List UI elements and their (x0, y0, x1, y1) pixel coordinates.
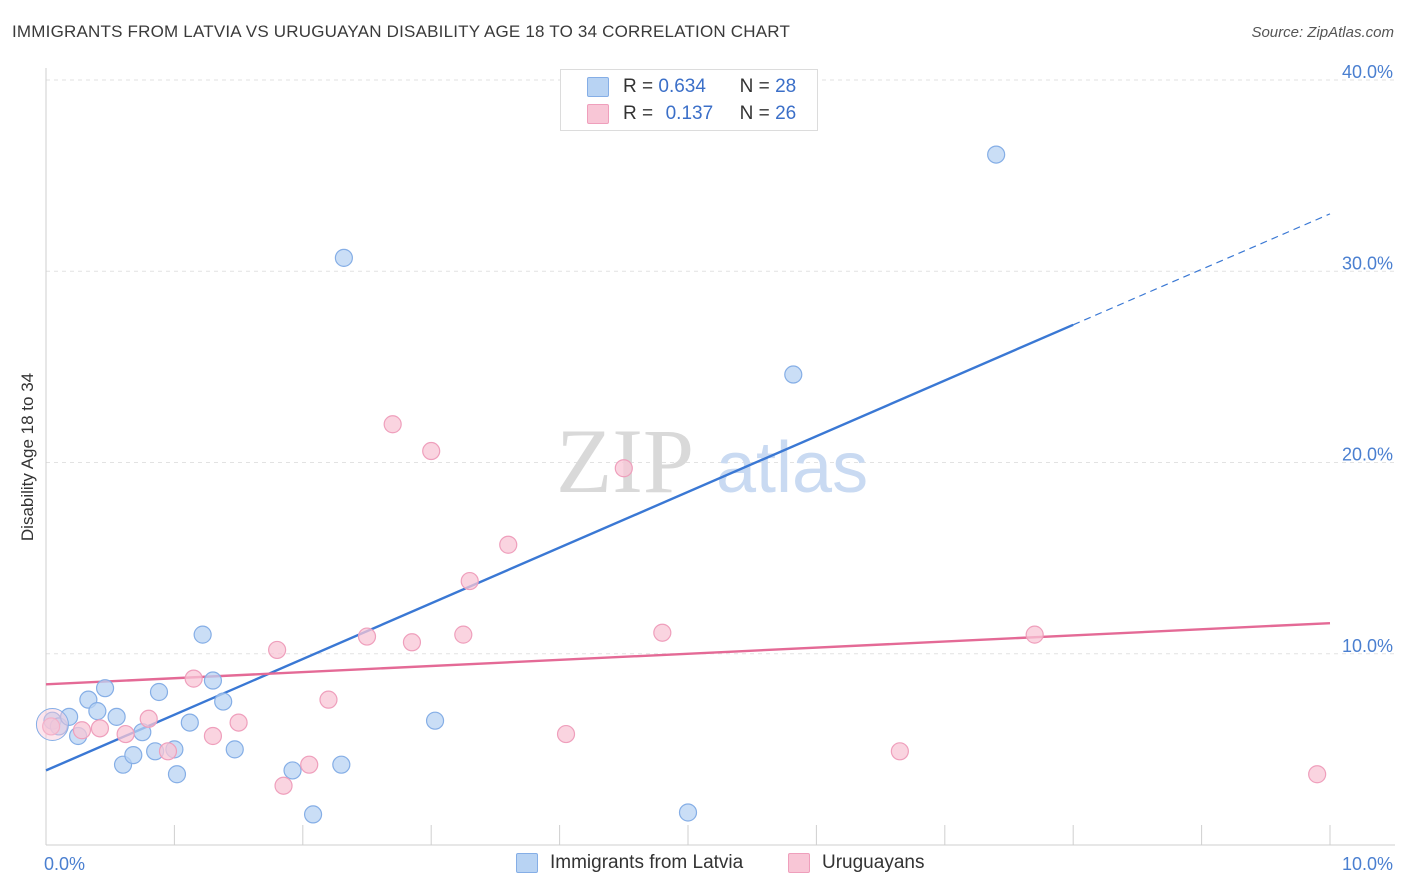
latvia-point (283, 761, 302, 780)
uruguayan-point (556, 724, 576, 744)
uruguayan-point (1308, 765, 1327, 784)
uruguayan-point (139, 709, 158, 728)
bottom-legend-swatch-blue (516, 853, 538, 873)
legend-row-uruguayans: R = 0.137 N = 26 (587, 101, 796, 127)
legend-n-value: 26 (775, 103, 797, 124)
uruguayan-point (116, 724, 135, 744)
uruguayan-point (90, 719, 110, 738)
uruguayan-point (268, 640, 287, 660)
latvia-point (107, 707, 126, 726)
uruguayan-point (499, 535, 518, 554)
legend-n-label: N = (739, 76, 770, 97)
latvia-point (95, 679, 115, 698)
latvia-point (334, 248, 353, 267)
legend-row-latvia: R = 0.634 N = 28 (587, 74, 796, 100)
watermark: ZIP atlas (556, 410, 868, 512)
latvia-point (225, 740, 244, 759)
legend-r-value: 0.137 (665, 103, 714, 124)
uruguayan-point (229, 713, 248, 732)
latvia-point (180, 713, 199, 732)
y-tick-label: 40.0% (1342, 62, 1393, 82)
latvia-point (149, 682, 169, 702)
x-tick-label: 10.0% (1342, 854, 1393, 874)
legend-r-value: 0.634 (658, 76, 706, 97)
latvia-point (214, 692, 233, 711)
uruguayan-point (422, 441, 441, 461)
bottom-legend-label: Immigrants from Latvia (550, 852, 744, 873)
uruguayan-point (653, 623, 672, 642)
y-tick-label: 10.0% (1342, 636, 1393, 656)
uruguayan-point (184, 669, 203, 688)
uruguayan-point (72, 721, 92, 740)
latvia-point (124, 746, 143, 765)
legend-r-label: R = (623, 103, 654, 124)
bottom-legend-swatch-pink (788, 853, 810, 873)
latvia-point (425, 711, 445, 730)
uruguayan-point (614, 459, 633, 478)
uruguayan-point (300, 755, 319, 774)
latvia-point (88, 702, 107, 721)
latvia-point (303, 805, 323, 824)
latvia-point (203, 671, 223, 690)
axis-labels: 10.0% 20.0% 30.0% 40.0% 0.0% 10.0% Disability … (18, 62, 1393, 874)
stats-legend: R = 0.634 N = 28 R = 0.137 N = 26 (560, 69, 818, 131)
uruguayan-trend-line (45, 621, 1331, 686)
y-tick-label: 20.0% (1342, 445, 1393, 465)
chart-title: IMMIGRANTS FROM LATVIA VS URUGUAYAN DISA… (12, 22, 791, 41)
uruguayan-point (274, 776, 293, 795)
gridlines (46, 79, 1395, 655)
legend-n-value: 28 (775, 76, 797, 97)
data-points (35, 145, 1327, 824)
x-tick-label: 0.0% (44, 854, 85, 874)
legend-r-label: R = (623, 76, 654, 97)
trend-lines (45, 213, 1331, 772)
uruguayan-point (319, 690, 338, 709)
latvia-point (678, 803, 698, 822)
latvia-point (60, 707, 79, 726)
legend-n-label: N = (739, 103, 770, 124)
latvia-trend-line (45, 323, 1074, 772)
latvia-trend-extension (1072, 213, 1331, 326)
legend-swatch-pink (587, 104, 609, 124)
bottom-legend-uruguayans: Uruguayans (788, 852, 924, 874)
y-axis-label: Disability Age 18 to 34 (18, 373, 37, 541)
uruguayan-point (158, 742, 178, 761)
y-tick-label: 30.0% (1342, 253, 1393, 273)
latvia-point (332, 755, 351, 774)
uruguayan-point (383, 415, 402, 434)
legend-swatch-blue (587, 77, 609, 97)
latvia-point (193, 625, 212, 644)
uruguayan-point (460, 571, 479, 591)
uruguayan-point (890, 742, 909, 761)
latvia-point (784, 365, 803, 384)
uruguayan-point (357, 627, 377, 646)
uruguayan-point (454, 625, 473, 644)
uruguayan-point (42, 717, 61, 736)
latvia-point (167, 765, 187, 784)
latvia-point (987, 145, 1006, 164)
bottom-legend-label: Uruguayans (822, 852, 925, 873)
source-label: Source: ZipAtlas.com (1251, 24, 1394, 41)
uruguayan-point (1025, 625, 1044, 644)
uruguayan-point (402, 633, 422, 652)
cluster-point (35, 708, 69, 742)
watermark-atlas: atlas (716, 428, 868, 508)
uruguayan-point (203, 726, 223, 746)
bottom-legend-latvia: Immigrants from Latvia (516, 852, 743, 874)
